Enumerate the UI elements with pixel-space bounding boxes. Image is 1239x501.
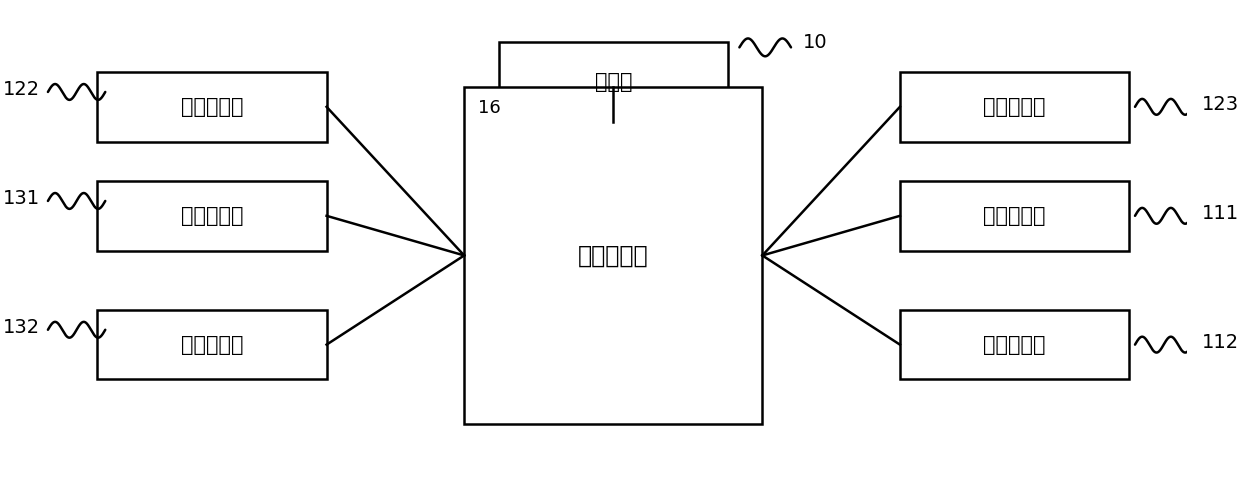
Bar: [97, 310, 327, 379]
Bar: [97, 181, 327, 250]
Text: 16: 16: [478, 99, 501, 117]
Text: 压紧延时器: 压紧延时器: [181, 335, 243, 355]
Bar: [900, 72, 1129, 141]
Bar: [900, 181, 1129, 250]
Bar: [465, 87, 762, 424]
Text: 升降电磁阀: 升降电磁阀: [181, 97, 243, 117]
Text: 送料延时器: 送料延时器: [984, 335, 1046, 355]
Text: 10: 10: [803, 33, 828, 52]
Bar: [498, 43, 729, 122]
Text: 数控控制器: 数控控制器: [577, 243, 648, 268]
Text: 112: 112: [1202, 333, 1239, 352]
Text: 送料接触器: 送料接触器: [984, 206, 1046, 226]
Bar: [900, 310, 1129, 379]
Text: 131: 131: [2, 189, 40, 208]
Text: 123: 123: [1202, 95, 1239, 114]
Text: 定位块: 定位块: [595, 72, 632, 92]
Bar: [97, 72, 327, 141]
Text: 旋转接触器: 旋转接触器: [984, 97, 1046, 117]
Text: 压紧电磁阀: 压紧电磁阀: [181, 206, 243, 226]
Text: 132: 132: [2, 318, 40, 337]
Text: 122: 122: [2, 80, 40, 99]
Text: 111: 111: [1202, 204, 1239, 223]
